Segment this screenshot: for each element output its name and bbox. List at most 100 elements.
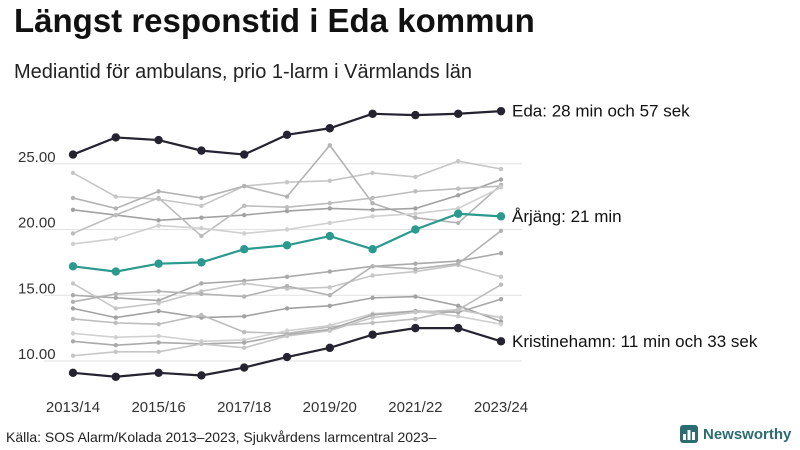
background-series-point: [70, 339, 76, 344]
background-series-point: [370, 207, 375, 212]
eda-series-point: [68, 150, 78, 159]
background-series-point: [156, 195, 161, 201]
background-series-point: [113, 349, 119, 354]
background-series-point: [284, 283, 290, 289]
background-series-point: [498, 282, 504, 287]
background-series-point: [242, 203, 247, 209]
background-series-point: [199, 225, 204, 231]
background-series-point: [70, 299, 76, 305]
background-series-point: [156, 321, 161, 327]
background-series-point: [413, 189, 418, 194]
eda-series-point: [111, 133, 121, 142]
chart-title: Längst responstid i Eda kommun: [14, 2, 535, 39]
background-series-point: [456, 307, 461, 312]
background-series-point: [156, 218, 161, 223]
background-series-point: [70, 331, 76, 336]
background-series-point: [456, 186, 461, 191]
grid-lines: [44, 163, 522, 362]
background-series-point: [242, 212, 247, 218]
kristinehamn-series-point: [68, 368, 78, 378]
background-series-point: [327, 206, 332, 211]
background-series-point: [156, 289, 161, 294]
background-series-point: [413, 174, 418, 180]
background-series-point: [498, 315, 504, 320]
background-series-point: [242, 340, 247, 345]
background-series-point: [70, 293, 76, 298]
brand-name: Newsworthy: [703, 425, 792, 443]
newsworthy-icon: [680, 425, 698, 443]
background-series-point: [242, 294, 247, 299]
background-series-point: [413, 215, 418, 220]
highlighted-series: [68, 106, 506, 381]
background-series-point: [327, 328, 332, 333]
arjang-label: Årjäng: 21 min: [512, 207, 622, 226]
kristinehamn-series-point: [197, 371, 206, 380]
arjang-series-point: [197, 258, 206, 267]
x-tick-label: 2013/14: [46, 399, 100, 416]
eda-series-point: [411, 110, 420, 120]
x-axis-ticks: 2013/14 2015/16 2017/18 2019/20 2021/22 2023/…: [46, 399, 528, 416]
background-series-point: [70, 231, 76, 236]
background-series-point: [413, 261, 418, 266]
background-series-point: [413, 294, 418, 299]
background-series-point: [370, 315, 375, 320]
background-series-point: [498, 250, 504, 256]
kristinehamn-label: Kristinehamn: 11 min och 33 sek: [512, 332, 758, 351]
background-series-point: [327, 293, 332, 298]
background-series-point: [327, 178, 332, 184]
background-series-point: [327, 303, 332, 308]
background-series-point: [327, 269, 332, 274]
background-series-point: [456, 314, 461, 319]
eda-series-point: [197, 146, 206, 155]
background-series-point: [327, 323, 332, 328]
eda-series-point: [325, 124, 334, 133]
background-series-point: [156, 333, 161, 339]
arjang-series-point: [154, 259, 163, 268]
background-series-point: [498, 177, 504, 182]
eda-series-point: [454, 109, 463, 118]
x-tick-label: 2021/22: [388, 399, 442, 416]
background-series-point: [70, 353, 76, 358]
background-series-point: [156, 189, 161, 194]
background-series-point: [199, 195, 204, 201]
arjang-series-point: [68, 262, 78, 271]
background-series-point: [498, 274, 504, 280]
kristinehamn-series-point: [240, 363, 249, 372]
background-series-point: [113, 343, 119, 348]
kristinehamn-series-point: [411, 323, 420, 333]
background-series-point: [498, 228, 504, 234]
eda-label: Eda: 28 min och 57 sek: [512, 102, 690, 121]
brand-logo[interactable]: Newsworthy: [680, 425, 791, 443]
background-series-point: [498, 185, 504, 190]
background-series-point: [456, 261, 461, 266]
background-series-point: [156, 223, 161, 228]
background-series-point: [199, 312, 204, 318]
background-series-point: [327, 143, 332, 148]
background-series-point: [370, 195, 375, 201]
background-series-point: [370, 201, 375, 206]
background-series-point: [113, 194, 119, 199]
background-series-point: [113, 315, 119, 320]
background-series-point: [284, 274, 290, 280]
background-series-point: [413, 266, 418, 272]
kristinehamn-series-point: [325, 343, 334, 353]
background-series-point: [156, 340, 161, 345]
background-series-point: [113, 335, 119, 340]
kristinehamn-series-point: [111, 372, 121, 381]
background-series-point: [199, 203, 204, 209]
kristinehamn-series-point: [368, 330, 377, 339]
background-series-point: [370, 214, 375, 219]
background-series-point: [70, 281, 76, 286]
arjang-series-point: [411, 225, 420, 234]
background-series-point: [70, 316, 76, 322]
kristinehamn-series-point: [282, 352, 292, 362]
background-series-point: [327, 285, 332, 290]
background-series-point: [498, 296, 504, 302]
background-series-point: [284, 227, 290, 232]
arjang-series-point: [240, 245, 249, 254]
kristinehamn-series-point: [154, 368, 163, 378]
background-series-point: [113, 295, 119, 301]
background-series-point: [242, 345, 247, 351]
series-labels: Eda: 28 min och 57 sek Årjäng: 21 min Kris…: [512, 102, 758, 351]
